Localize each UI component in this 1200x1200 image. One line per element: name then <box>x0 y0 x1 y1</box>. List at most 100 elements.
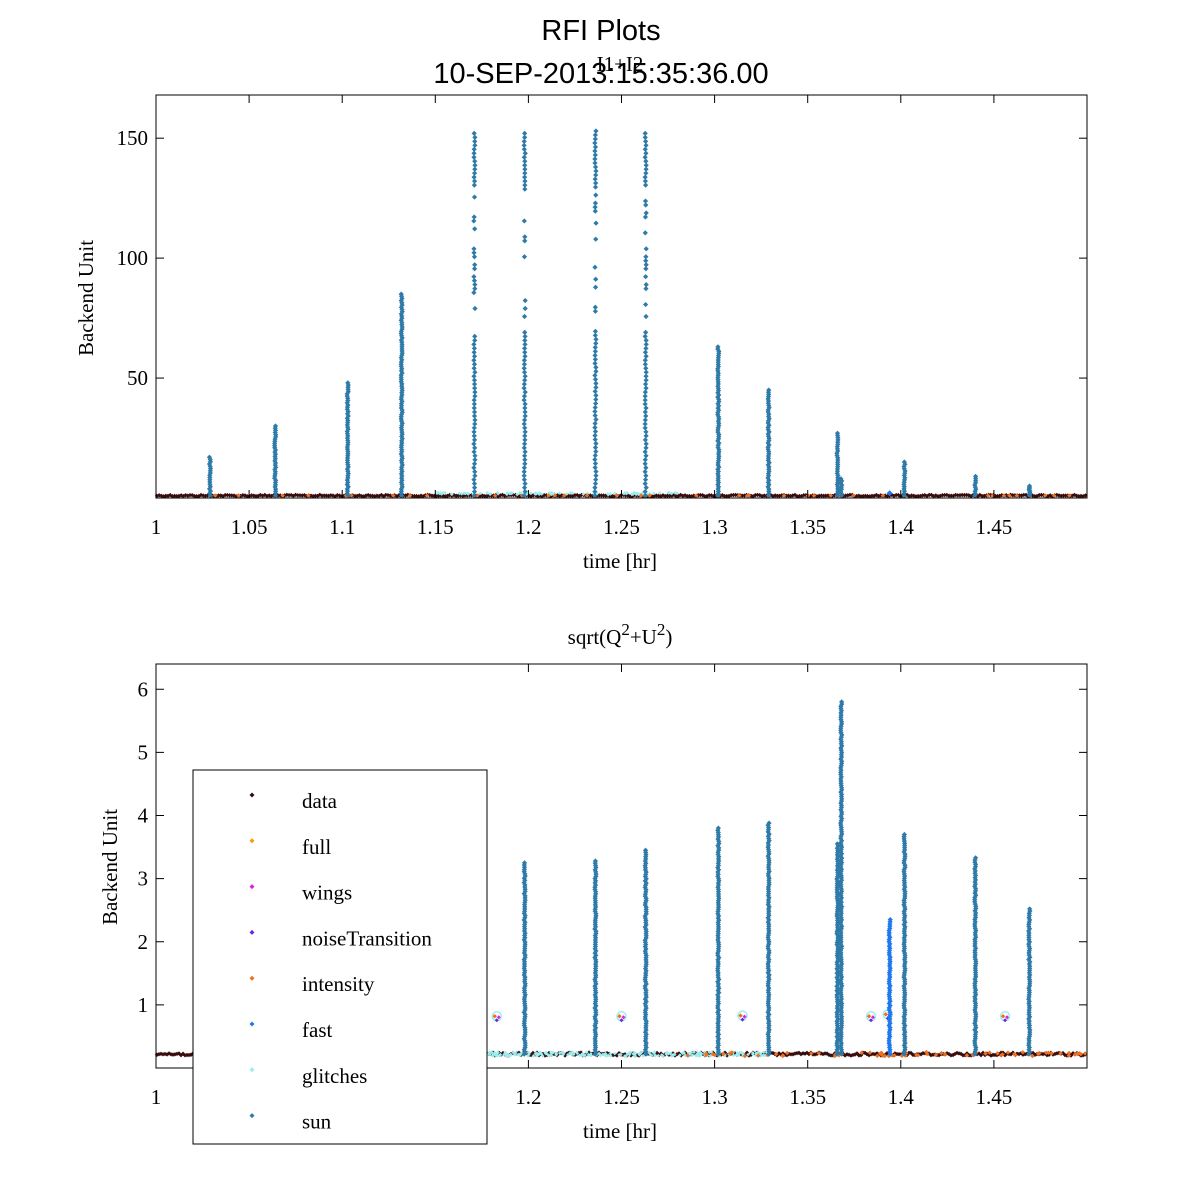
legend-marker <box>249 1113 255 1119</box>
sun-spike <box>271 423 279 499</box>
glitch-point <box>734 1053 739 1057</box>
sun-point <box>766 950 772 956</box>
intensity-point <box>875 1053 880 1059</box>
sun-point <box>592 979 599 985</box>
data-point <box>824 1051 830 1056</box>
sun-point <box>839 1051 845 1057</box>
sun-point <box>642 361 648 367</box>
data-point <box>176 493 182 499</box>
sun-point <box>715 412 721 418</box>
sun-point <box>471 465 477 471</box>
intensity-point <box>746 493 752 498</box>
data-point <box>597 493 602 498</box>
sun-point <box>765 475 771 481</box>
x-tick-label: 1 <box>151 515 162 539</box>
sun-point <box>972 859 978 865</box>
sun-point <box>471 429 477 435</box>
sun-point <box>472 469 478 475</box>
bottom-ylabel: Backend Unit <box>98 809 122 925</box>
glitch-point <box>584 1050 589 1055</box>
sun-point <box>901 466 907 472</box>
sun-point <box>345 442 351 448</box>
sun-point <box>643 935 649 941</box>
sun-point <box>839 961 845 967</box>
sun-point <box>593 873 599 879</box>
data-point <box>1050 1052 1056 1057</box>
sun-spike <box>398 291 405 499</box>
sun-point <box>592 404 598 411</box>
glitch-point <box>669 491 674 496</box>
sun-point <box>1026 915 1032 921</box>
glitch-cluster <box>865 1010 877 1023</box>
sun-point <box>593 340 599 346</box>
sun-point <box>472 262 478 268</box>
sun-point <box>472 142 478 148</box>
sun-point <box>398 298 404 304</box>
sun-point <box>972 888 979 894</box>
glitch-point <box>692 1050 696 1055</box>
legend-label: noiseTransition <box>302 926 432 950</box>
sun-point <box>472 158 478 164</box>
sun-point <box>901 1051 907 1057</box>
sun-point <box>972 925 978 931</box>
glitch-point <box>549 490 554 495</box>
data-point <box>176 1051 182 1056</box>
top-panel-title: I1+I2 <box>597 52 644 76</box>
data-point <box>1040 1051 1046 1057</box>
sun-point <box>834 988 840 994</box>
sun-point <box>766 482 772 488</box>
sun-point <box>765 919 771 925</box>
sun-point <box>471 493 477 499</box>
sun-point <box>839 701 845 707</box>
sun-point <box>472 162 478 168</box>
sun-point <box>972 1005 978 1011</box>
sun-point <box>902 1047 908 1053</box>
intensity-point <box>851 493 856 498</box>
data-point <box>1070 1051 1076 1056</box>
sun-point <box>715 401 721 407</box>
title-part: sqrt(Q <box>568 625 622 649</box>
sun-point <box>643 880 649 886</box>
sun-point <box>642 924 648 930</box>
sun-point <box>765 484 771 490</box>
sun-point <box>973 480 979 486</box>
data-point <box>180 1051 186 1056</box>
intensity-point <box>617 1014 622 1019</box>
sun-point <box>766 1029 772 1035</box>
sun-point <box>592 878 599 884</box>
wings-point <box>871 1015 876 1020</box>
sun-point <box>716 976 722 983</box>
intensity-point <box>859 1050 864 1055</box>
legend-label: fast <box>302 1018 332 1042</box>
sun-point <box>973 892 979 898</box>
sun-point <box>765 965 771 971</box>
data-point <box>689 494 694 499</box>
sun-point <box>1027 908 1033 914</box>
intensity-point <box>925 1051 930 1057</box>
data-point <box>711 493 716 499</box>
sun-point <box>715 992 721 998</box>
x-tick-label: 1.3 <box>701 1085 727 1109</box>
sun-point <box>642 198 649 204</box>
sun-point <box>643 345 649 351</box>
intensity-point <box>639 493 644 498</box>
sun-point <box>471 461 478 467</box>
sun-point <box>522 489 528 495</box>
sun-point <box>592 184 599 190</box>
x-tick-label: 1 <box>151 1085 162 1109</box>
sun-point <box>642 915 648 921</box>
intensity-point <box>780 1053 786 1058</box>
sun-point <box>715 436 722 442</box>
intensity-point <box>738 1013 743 1018</box>
x-tick-label: 1.4 <box>888 515 915 539</box>
sun-point <box>765 400 771 406</box>
data-point <box>667 493 672 498</box>
sun-point <box>592 408 598 415</box>
sun-point <box>522 989 528 996</box>
intensity-point <box>1049 1051 1054 1056</box>
sun-point <box>834 983 840 989</box>
sun-point <box>834 961 840 967</box>
sun-point <box>838 730 844 736</box>
sun-point <box>272 493 279 499</box>
wings-point <box>621 1015 626 1020</box>
